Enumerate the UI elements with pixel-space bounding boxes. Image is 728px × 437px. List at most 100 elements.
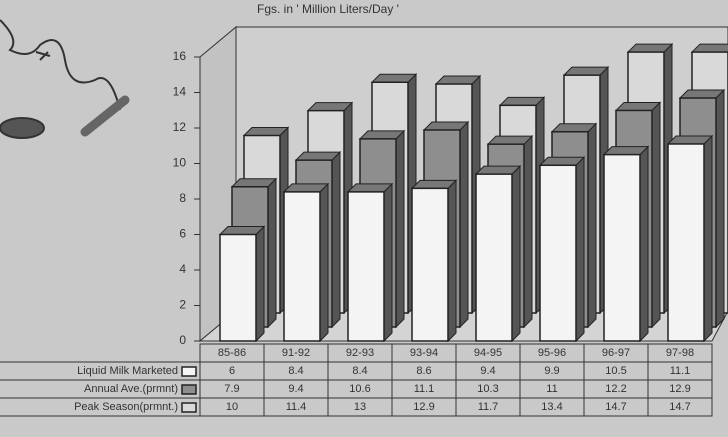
legend-swatch — [181, 402, 197, 413]
bar — [219, 233, 257, 342]
bar — [603, 153, 641, 342]
bar — [667, 143, 705, 342]
bar-top — [550, 123, 598, 133]
bar-top — [486, 135, 534, 145]
table-value: 12.2 — [605, 383, 626, 395]
table-value: 10.3 — [477, 383, 498, 395]
table-value: 6 — [229, 365, 235, 377]
bar-top — [370, 73, 418, 83]
table-value: 14.7 — [669, 401, 690, 413]
bar-side — [715, 88, 725, 329]
bar — [539, 164, 577, 342]
table-value: 11 — [546, 383, 557, 395]
bar-top — [358, 130, 406, 140]
bar-group — [346, 182, 394, 343]
bar-top — [602, 146, 650, 156]
table-value: 10.6 — [349, 383, 370, 395]
legend-label: Annual Ave.(prmnt) — [84, 383, 178, 395]
bar — [475, 173, 513, 342]
bar-side — [575, 156, 585, 343]
x-tick-label: 95-96 — [538, 347, 566, 359]
bar-side — [255, 225, 265, 343]
table-value: 9.9 — [544, 365, 559, 377]
table-value: 9.4 — [480, 365, 495, 377]
bar-side — [511, 164, 521, 343]
bar-top — [230, 178, 278, 188]
bar-group — [282, 182, 330, 343]
bar-top — [614, 101, 662, 111]
table-value: 8.6 — [416, 365, 431, 377]
table-value: 10.5 — [605, 365, 626, 377]
table-value: 14.7 — [605, 401, 626, 413]
y-tick-label: 12 — [173, 120, 187, 134]
bar-group — [602, 145, 650, 343]
bar-top — [410, 179, 458, 189]
y-tick-label: 14 — [173, 85, 187, 99]
x-tick-label: 85-86 — [218, 347, 246, 359]
table-value: 12.9 — [413, 401, 434, 413]
bar-top — [666, 135, 714, 145]
bar-top — [626, 43, 674, 53]
bar-group — [410, 179, 458, 343]
x-tick-label: 93-94 — [410, 347, 438, 359]
bar-top — [282, 183, 330, 193]
bar-side — [639, 145, 649, 343]
table-value: 11.4 — [286, 401, 307, 413]
bar-side — [331, 150, 341, 329]
bar-top — [434, 75, 482, 85]
bar — [347, 191, 385, 342]
bar-side — [267, 177, 277, 329]
bar-top — [562, 66, 610, 76]
bar-side — [395, 129, 405, 329]
bar-top — [474, 165, 522, 175]
bar — [283, 191, 321, 342]
x-tick-label: 96-97 — [602, 347, 630, 359]
table-value: 11.7 — [478, 401, 499, 413]
table-value: 9.4 — [288, 383, 303, 395]
legend-label: Peak Season(prmnt.) — [74, 401, 178, 413]
bar-side — [319, 182, 329, 343]
y-tick-label: 0 — [179, 333, 186, 347]
bar-top — [242, 127, 290, 136]
bar-top — [218, 226, 266, 235]
x-tick-label: 97-98 — [666, 347, 694, 359]
y-tick-label: 10 — [173, 156, 187, 170]
legend-swatch — [181, 366, 197, 377]
bar-group — [474, 164, 522, 343]
table-value: 13 — [354, 401, 366, 413]
bar-top — [306, 102, 354, 112]
x-tick-label: 94-95 — [474, 347, 502, 359]
chart-title: Fgs. in ' Million Liters/Day ' — [257, 2, 399, 16]
decoration-doodle — [0, 19, 130, 139]
table-value: 13.4 — [541, 401, 562, 413]
table-value: 8.4 — [288, 365, 303, 377]
bar-side — [459, 120, 469, 329]
bar-side — [651, 101, 661, 329]
bar-top — [422, 121, 470, 131]
bar-group — [538, 156, 586, 343]
y-tick-label: 4 — [179, 262, 186, 276]
bar-side — [523, 134, 533, 329]
bar — [411, 187, 449, 342]
legend-swatch — [181, 384, 197, 395]
table-value: 12.9 — [669, 383, 690, 395]
table-value: 11.1 — [670, 365, 691, 377]
y-tick-label: 2 — [179, 298, 186, 312]
x-tick-label: 91-92 — [282, 347, 310, 359]
bar-side — [587, 122, 597, 329]
bar-group — [218, 225, 266, 343]
y-tick-label: 8 — [179, 191, 186, 205]
bar-top — [498, 96, 546, 106]
bar-side — [703, 134, 713, 343]
table-value: 8.4 — [352, 365, 367, 377]
table-value: 7.9 — [224, 383, 239, 395]
table-value: 11.1 — [414, 383, 435, 395]
legend-label: Liquid Milk Marketed — [77, 365, 178, 377]
y-tick-label: 6 — [179, 227, 186, 241]
bar-side — [383, 182, 393, 343]
x-tick-label: 92-93 — [346, 347, 374, 359]
bar-top — [678, 89, 726, 99]
bar-side — [447, 179, 457, 343]
table-value: 10 — [226, 401, 238, 413]
